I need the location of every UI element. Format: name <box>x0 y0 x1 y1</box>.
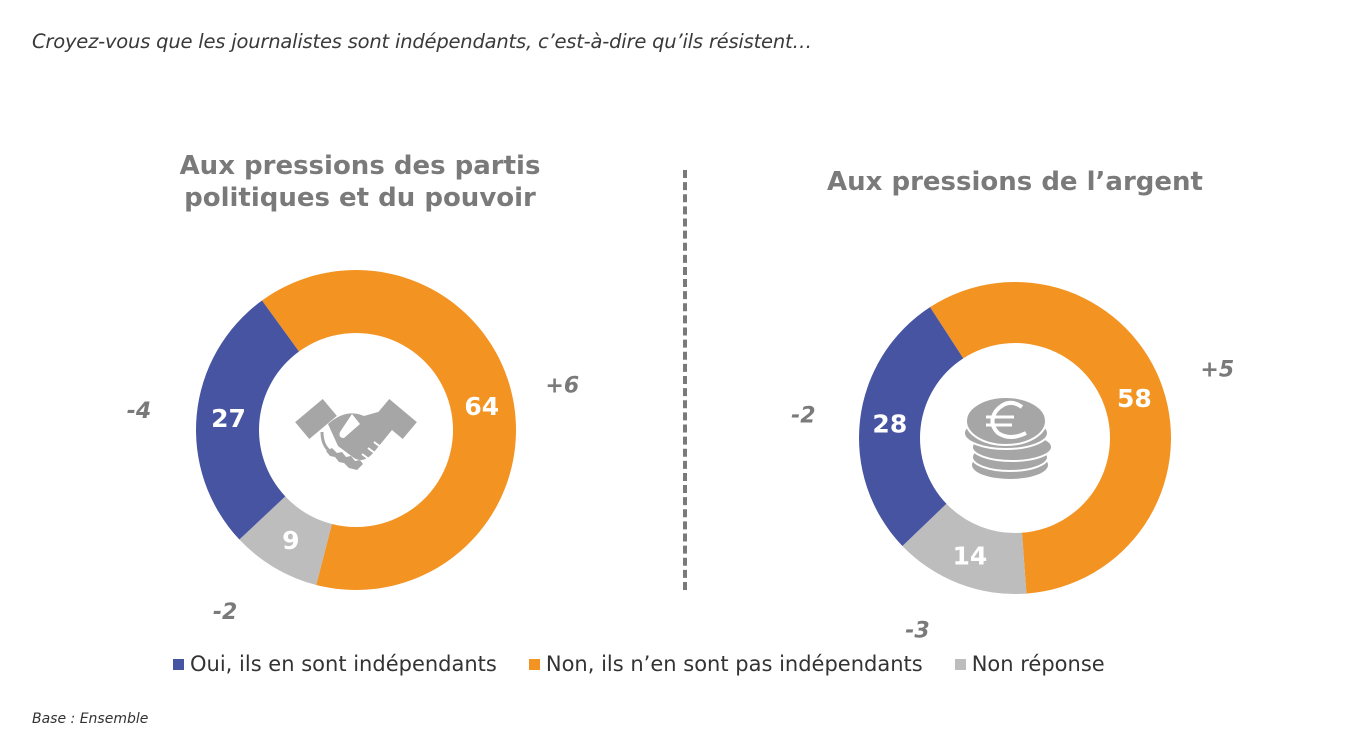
legend-label-nr: Non réponse <box>971 652 1105 676</box>
handshake-icon <box>295 399 417 470</box>
donut-0-slice-oui <box>195 300 299 540</box>
chart-title-money: Aux pressions de l’argent <box>827 167 1203 197</box>
donut-0-value-label-oui: 27 <box>211 404 246 433</box>
legend-item-oui: Oui, ils en sont indépendants <box>173 652 497 676</box>
donut-1-slice-nr <box>902 503 1027 594</box>
legend-swatch-oui <box>173 658 184 670</box>
base-note: Base : Ensemble <box>32 711 149 727</box>
donut-0-slice-nr <box>239 496 332 585</box>
donut-0-value-label-nr: 9 <box>282 526 299 555</box>
donut-1-slice-oui <box>859 307 964 546</box>
question-text: Croyez-vous que les journalistes sont in… <box>32 30 812 53</box>
donut-1-change-label-non: +5 <box>1200 358 1234 383</box>
donut-1-value-label-non: 58 <box>1117 384 1152 413</box>
legend-label-oui: Oui, ils en sont indépendants <box>190 652 497 676</box>
donut-0-value-label-non: 64 <box>464 392 499 421</box>
donut-1-value-label-oui: 28 <box>872 410 907 439</box>
chart-title-political: Aux pressions des partis politiques et d… <box>179 151 541 213</box>
legend-label-non: Non, ils n’en sont pas indépendants <box>545 652 923 676</box>
euro-coins-icon <box>963 396 1053 479</box>
donut-0-change-label-oui: -4 <box>127 399 151 424</box>
donut-1-value-label-nr: 14 <box>952 542 987 571</box>
donut-0-change-label-non: +6 <box>545 374 579 399</box>
dashed-divider <box>683 170 687 590</box>
donut-0-slice-non <box>261 270 516 591</box>
legend-item-non: Non, ils n’en sont pas indépendants <box>528 652 923 676</box>
legend-swatch-non <box>528 658 540 670</box>
donut-0-change-label-nr: -2 <box>213 600 237 625</box>
legend-item-nr: Non réponse <box>954 652 1105 676</box>
legend: Oui, ils en sont indépendants Non, ils n… <box>173 652 1137 676</box>
donut-1-slice-non <box>930 282 1171 594</box>
donut-1-change-label-oui: -2 <box>791 403 815 428</box>
donut-1-change-label-nr: -3 <box>905 618 929 643</box>
legend-swatch-nr <box>954 658 966 670</box>
